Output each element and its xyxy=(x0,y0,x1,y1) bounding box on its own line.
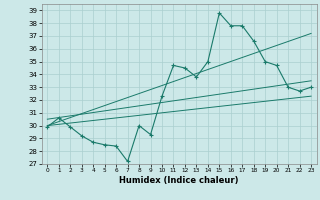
X-axis label: Humidex (Indice chaleur): Humidex (Indice chaleur) xyxy=(119,176,239,185)
